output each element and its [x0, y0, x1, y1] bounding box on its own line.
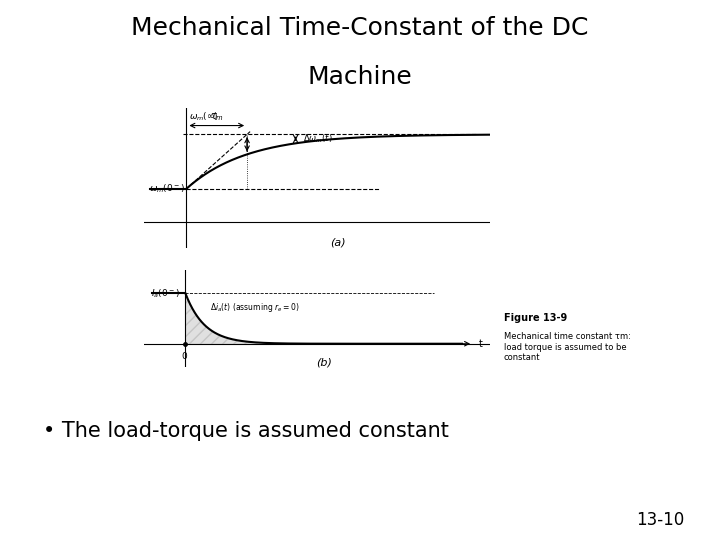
Text: (a): (a) — [330, 238, 346, 248]
Text: $\omega_m(0^-)$: $\omega_m(0^-)$ — [149, 183, 185, 195]
Text: • The load-torque is assumed constant: • The load-torque is assumed constant — [43, 421, 449, 441]
Text: Figure 13-9: Figure 13-9 — [504, 313, 567, 323]
Text: $\tau_m$: $\tau_m$ — [210, 111, 224, 123]
Text: Machine: Machine — [307, 65, 413, 89]
Text: 0: 0 — [181, 352, 187, 361]
Text: Mechanical time constant τm:
load torque is assumed to be
constant: Mechanical time constant τm: load torque… — [504, 332, 631, 362]
Text: $\Delta\omega_m(t)$: $\Delta\omega_m(t)$ — [303, 133, 333, 145]
Text: $\Delta i_a(t)$ (assuming $r_e = 0$): $\Delta i_a(t)$ (assuming $r_e = 0$) — [210, 301, 300, 314]
Text: 13-10: 13-10 — [636, 511, 684, 529]
Text: (b): (b) — [316, 357, 332, 367]
Text: $I_a(0^-)$: $I_a(0^-)$ — [151, 287, 180, 300]
Text: Mechanical Time-Constant of the DC: Mechanical Time-Constant of the DC — [131, 16, 589, 40]
Text: t: t — [479, 339, 482, 349]
Text: $\omega_m(\infty)$: $\omega_m(\infty)$ — [189, 110, 219, 123]
